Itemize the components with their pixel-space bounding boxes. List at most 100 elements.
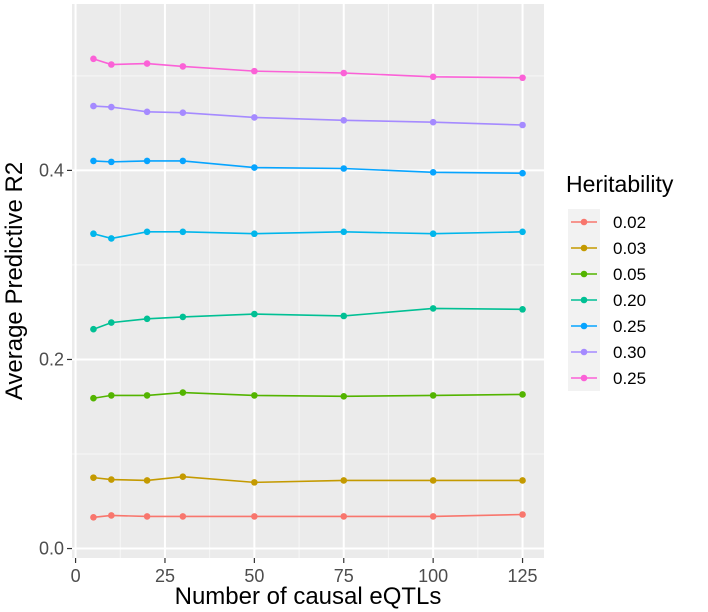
major-gridlines xyxy=(72,4,544,558)
data-point xyxy=(429,118,437,126)
data-point xyxy=(90,102,97,110)
data-point xyxy=(251,230,258,238)
minor-gridlines xyxy=(72,4,544,558)
data-point xyxy=(90,230,97,238)
data-point xyxy=(90,474,97,481)
data-point xyxy=(519,477,526,484)
y-tick-label: 0.0 xyxy=(39,539,64,559)
y-tick-label: 0.4 xyxy=(39,160,64,180)
data-point xyxy=(340,116,348,124)
legend: Heritability 0.02 0.03 0.05 0.20 0.25 0.30 0.2… xyxy=(566,171,674,391)
x-tick-label: 0 xyxy=(71,566,81,586)
data-point xyxy=(340,312,348,320)
series-5 xyxy=(90,157,526,177)
legend-label: 0.20 xyxy=(613,291,646,310)
data-point xyxy=(429,477,437,484)
series-7 xyxy=(90,55,526,82)
data-point xyxy=(251,310,258,318)
series-2 xyxy=(90,389,526,402)
legend-label: 0.30 xyxy=(613,343,646,362)
series-6 xyxy=(90,102,526,129)
data-point xyxy=(90,514,97,521)
data-point xyxy=(108,235,115,242)
legend-item: 0.03 xyxy=(571,239,646,258)
data-point xyxy=(179,63,187,70)
data-point xyxy=(519,306,526,313)
data-point xyxy=(108,392,115,399)
data-point xyxy=(143,108,151,116)
data-point xyxy=(143,477,151,484)
data-point xyxy=(251,479,258,486)
data-point xyxy=(519,121,526,129)
data-point xyxy=(179,389,187,396)
data-point xyxy=(179,513,187,520)
series-line xyxy=(93,231,523,240)
series-line xyxy=(93,58,523,79)
data-point xyxy=(251,164,258,171)
data-point xyxy=(251,114,258,121)
series-line xyxy=(93,307,523,330)
data-point xyxy=(429,392,437,399)
data-point xyxy=(179,473,187,480)
series-line xyxy=(93,475,523,484)
data-point xyxy=(108,61,115,68)
data-point xyxy=(90,55,97,63)
data-point xyxy=(108,158,115,166)
data-point xyxy=(340,393,348,400)
legend-key-point xyxy=(580,270,588,278)
series-line xyxy=(93,160,523,175)
data-point xyxy=(251,392,258,399)
data-point xyxy=(340,477,348,484)
data-point xyxy=(519,169,526,177)
data-point xyxy=(340,513,348,520)
data-point xyxy=(429,513,437,520)
legend-label: 0.05 xyxy=(613,265,646,284)
data-point xyxy=(143,157,151,165)
data-point xyxy=(340,165,348,172)
x-tick-label: 50 xyxy=(244,566,264,586)
legend-item: 0.02 xyxy=(571,213,646,232)
y-tick-label: 0.2 xyxy=(39,349,64,369)
y-axis-title: Average Predictive R2 xyxy=(1,162,28,400)
data-point xyxy=(143,228,151,236)
data-point xyxy=(340,228,348,236)
data-point xyxy=(429,305,437,312)
series-line xyxy=(93,513,523,519)
legend-title: Heritability xyxy=(566,171,674,197)
legend-item: 0.30 xyxy=(571,343,646,362)
legend-label: 0.25 xyxy=(613,317,646,336)
legend-label: 0.02 xyxy=(613,213,646,232)
plot-panel xyxy=(72,4,544,558)
legend-item: 0.05 xyxy=(571,265,646,284)
data-point xyxy=(90,394,97,402)
data-point xyxy=(179,109,187,117)
series-line xyxy=(93,105,523,126)
data-point xyxy=(251,67,258,75)
series-1 xyxy=(90,473,526,486)
data-point xyxy=(179,228,187,236)
series-3 xyxy=(90,305,526,333)
data-point xyxy=(179,157,187,165)
legend-key-point xyxy=(580,322,588,330)
data-point xyxy=(519,391,526,398)
data-point xyxy=(108,103,115,111)
legend-key-point xyxy=(580,296,588,304)
axis-layer: 0 25 50 75 100 125 0.0 0.2 0.4 xyxy=(39,160,538,586)
x-tick-label: 100 xyxy=(418,566,448,586)
legend-label: 0.03 xyxy=(613,239,646,258)
data-point xyxy=(429,73,437,81)
data-point xyxy=(108,476,115,483)
data-point xyxy=(251,513,258,520)
data-point xyxy=(519,511,526,518)
data-point xyxy=(429,168,437,176)
data-point xyxy=(429,230,437,238)
series-0 xyxy=(90,511,526,521)
x-axis-title: Number of causal eQTLs xyxy=(175,583,442,610)
x-tick-label: 25 xyxy=(155,566,175,586)
series-layer xyxy=(90,55,526,521)
legend-key-point xyxy=(580,374,588,382)
data-point xyxy=(108,319,115,326)
legend-item: 0.25 xyxy=(571,369,646,388)
data-point xyxy=(519,228,526,236)
